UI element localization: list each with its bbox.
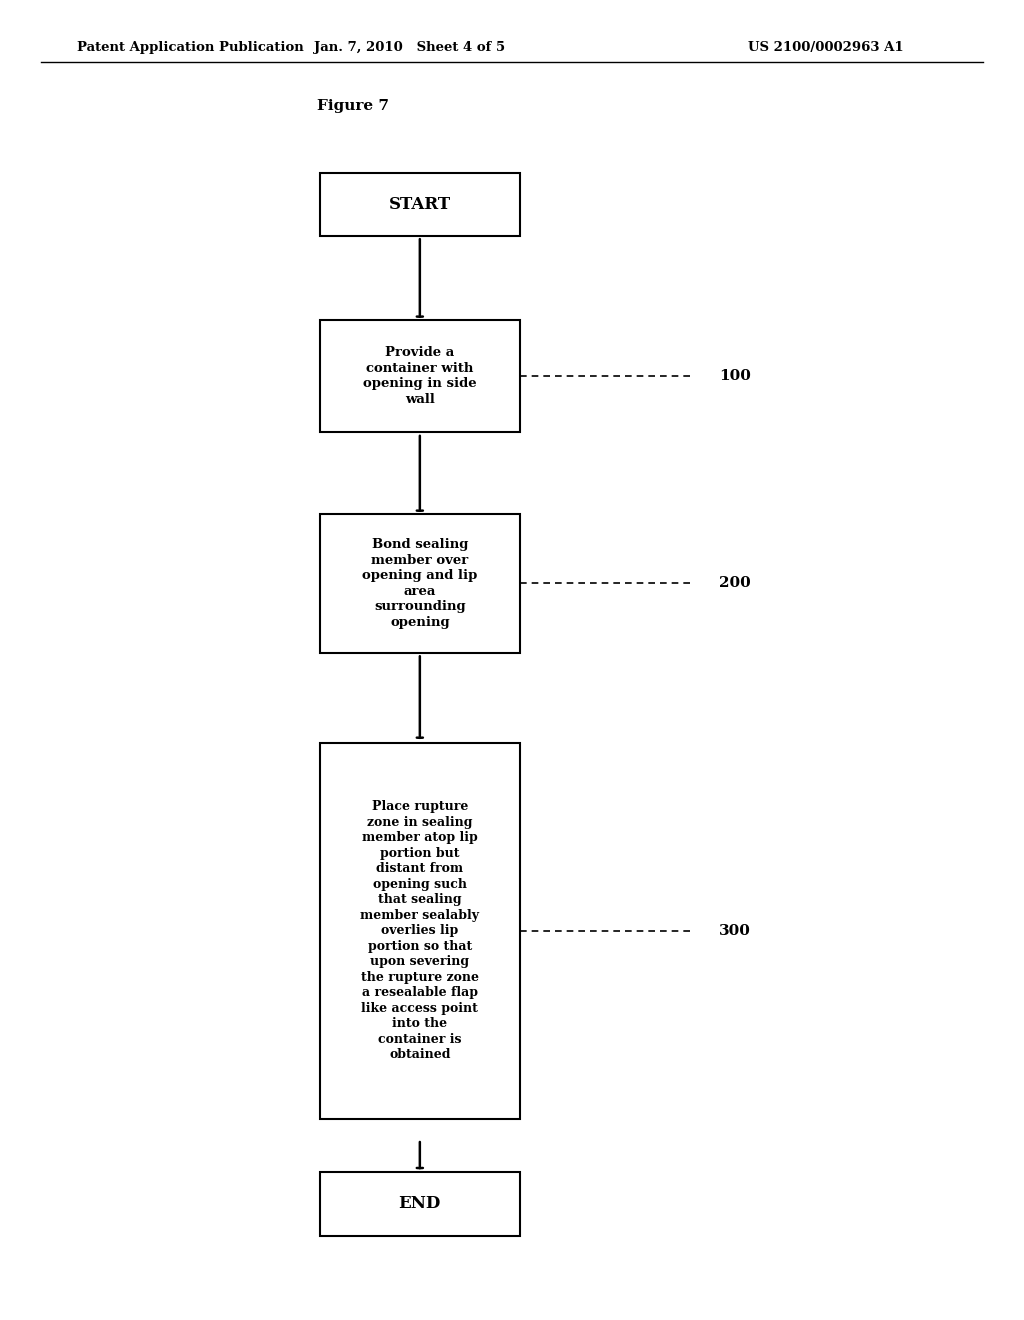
Bar	[319, 321, 520, 433]
Bar	[319, 513, 520, 652]
Text: START: START	[389, 197, 451, 213]
Bar	[319, 742, 520, 1119]
Text: Figure 7: Figure 7	[317, 99, 389, 112]
Text: Patent Application Publication: Patent Application Publication	[77, 41, 303, 54]
Text: Jan. 7, 2010   Sheet 4 of 5: Jan. 7, 2010 Sheet 4 of 5	[314, 41, 505, 54]
Text: Place rupture
zone in sealing
member atop lip
portion but
distant from
opening s: Place rupture zone in sealing member ato…	[360, 800, 479, 1061]
Text: US 2100/0002963 A1: US 2100/0002963 A1	[748, 41, 903, 54]
Bar	[319, 173, 520, 236]
Text: 200: 200	[719, 577, 752, 590]
Text: Bond sealing
member over
opening and lip
area
surrounding
opening: Bond sealing member over opening and lip…	[362, 539, 477, 628]
Text: Provide a
container with
opening in side
wall: Provide a container with opening in side…	[364, 346, 476, 407]
Text: 100: 100	[719, 370, 752, 383]
Text: 300: 300	[719, 924, 752, 937]
Text: END: END	[398, 1196, 441, 1212]
Bar	[319, 1172, 520, 1236]
